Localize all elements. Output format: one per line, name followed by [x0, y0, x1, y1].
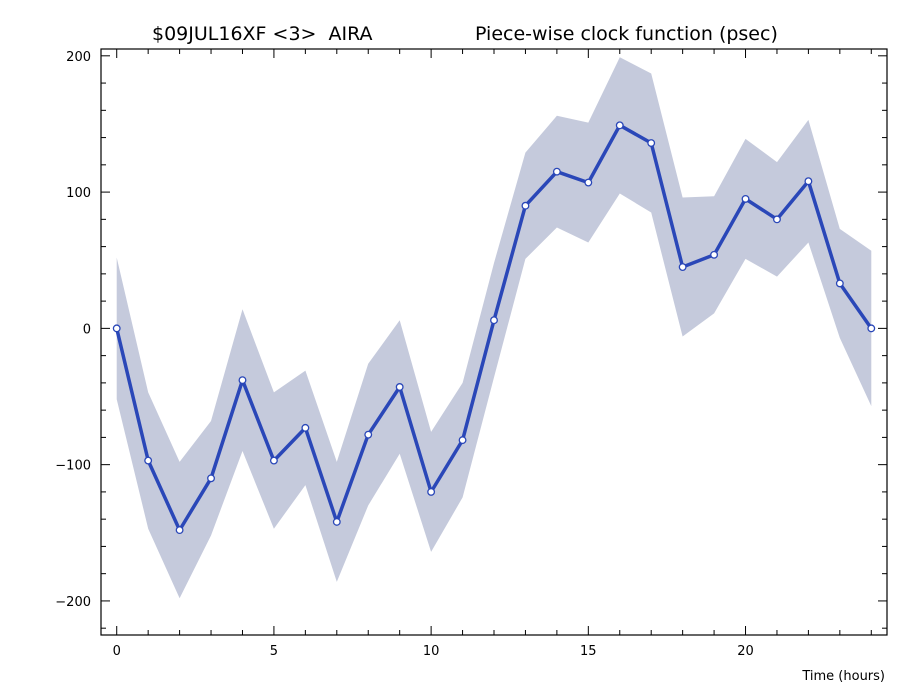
plot-area: [112, 57, 876, 599]
x-tick-label: 20: [737, 644, 754, 659]
data-point: [112, 324, 121, 333]
data-point: [647, 139, 656, 147]
data-point: [332, 517, 341, 526]
data-point: [238, 376, 247, 385]
data-point: [710, 250, 719, 259]
data-point: [144, 456, 153, 465]
x-tick-label: 10: [423, 644, 440, 659]
data-point: [458, 436, 467, 445]
x-tick-label: 5: [270, 644, 278, 659]
data-point: [395, 383, 404, 391]
x-tick-label: 0: [113, 644, 121, 659]
data-point: [269, 456, 278, 465]
y-tick-label: 100: [66, 186, 91, 201]
chart-title-right: Piece-wise clock function (psec): [475, 23, 778, 45]
data-point: [427, 487, 436, 496]
data-point: [615, 121, 624, 130]
x-axis-label: Time (hours): [801, 669, 885, 684]
y-tick-label: −100: [55, 459, 91, 474]
y-tick-label: −200: [55, 595, 91, 610]
x-tick-label: 15: [580, 644, 597, 659]
data-point: [490, 316, 498, 325]
data-point: [835, 279, 844, 288]
data-point: [741, 194, 750, 203]
data-point: [364, 430, 373, 439]
data-point: [804, 177, 813, 186]
y-tick-label: 200: [66, 50, 91, 65]
data-point: [773, 215, 781, 224]
data-point: [867, 324, 876, 333]
axes: 0 5 10 15 20 −200 −100 0 100 200: [55, 49, 887, 659]
data-point: [521, 201, 530, 210]
data-point: [301, 423, 310, 432]
data-point: [678, 263, 687, 271]
data-point: [584, 178, 593, 187]
y-tick-label: 0: [83, 322, 91, 337]
data-point: [175, 526, 184, 535]
data-point: [207, 474, 215, 483]
uncertainty-band: [116, 57, 872, 599]
data-point: [552, 167, 561, 176]
chart-title-left: $09JUL16XF <3> AIRA: [152, 23, 373, 45]
